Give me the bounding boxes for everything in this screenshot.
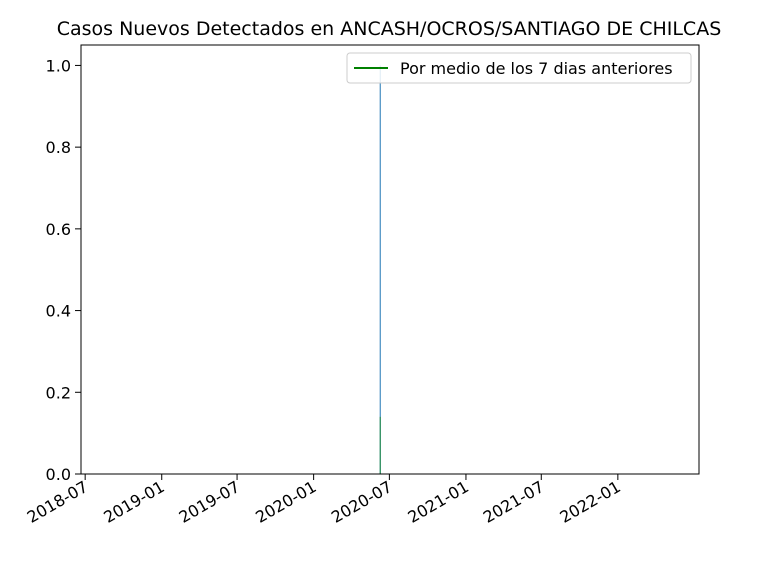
y-axis: 0.0 0.2 0.4 0.6 0.8 1.0: [46, 56, 81, 484]
x-tick-label: 2021-07: [480, 477, 547, 527]
chart-title: Casos Nuevos Detectados en ANCASH/OCROS/…: [57, 18, 722, 40]
legend-label: Por medio de los 7 dias anteriores: [400, 59, 673, 78]
y-tick-label: 0.2: [46, 383, 71, 402]
x-tick-label: 2018-07: [24, 477, 91, 527]
y-tick-label: 0.0: [46, 465, 71, 484]
x-tick-label: 2022-01: [556, 477, 623, 527]
y-tick-label: 0.4: [46, 302, 71, 321]
x-tick-label: 2020-07: [328, 477, 395, 527]
bar: [379, 65, 381, 474]
legend-box: [346, 52, 692, 84]
plot-frame: [80, 44, 700, 475]
y-tick-label: 1.0: [46, 56, 71, 75]
x-tick-label: 2021-01: [405, 477, 472, 527]
y-tick-label: 0.8: [46, 138, 71, 157]
legend: Por medio de los 7 dias anteriores: [346, 52, 692, 84]
plot-area: [379, 65, 381, 474]
x-tick-label: 2019-07: [176, 477, 243, 527]
x-axis: 2018-07 2019-01 2019-07 2020-01 2020-07 2021-…: [24, 474, 624, 527]
y-tick-label: 0.6: [46, 220, 71, 239]
x-tick-label: 2019-01: [100, 477, 167, 527]
x-tick-label: 2020-01: [252, 477, 319, 527]
